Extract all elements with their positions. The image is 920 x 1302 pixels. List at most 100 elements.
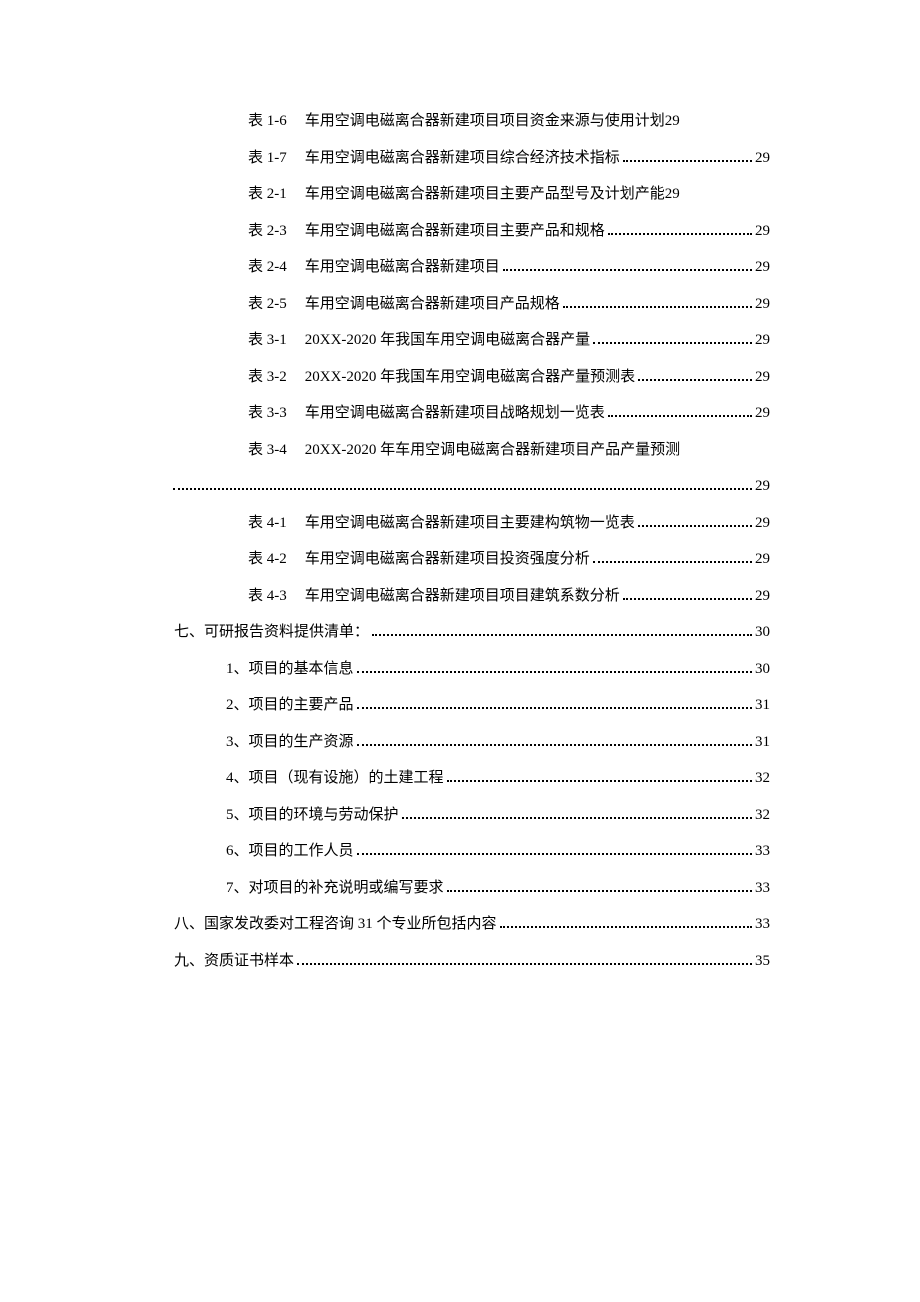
toc-entry: 4、项目（现有设施）的土建工程 32 (170, 767, 770, 790)
toc-leader-dots (608, 415, 752, 417)
toc-entry: 七、可研报告资料提供清单： 30 (170, 621, 770, 644)
toc-entry: 表 3-3车用空调电磁离合器新建项目战略规划一览表29 (170, 402, 770, 425)
toc-title: 车用空调电磁离合器新建项目项目建筑系数分析 (305, 585, 620, 608)
toc-page-number: 32 (755, 767, 770, 790)
toc-leader-dots (357, 707, 752, 709)
toc-prefix: 表 3-3 (248, 402, 287, 425)
toc-prefix: 4、 (226, 767, 249, 790)
toc-prefix: 表 2-4 (248, 256, 287, 279)
toc-page-number: 33 (755, 877, 770, 900)
toc-page-number: 31 (755, 731, 770, 754)
toc-leader-dots (447, 780, 752, 782)
toc-page-number: 29 (665, 110, 680, 133)
toc-page-number: 29 (755, 256, 770, 279)
toc-leader-dots (500, 926, 752, 928)
toc-entry: 6、项目的工作人员 33 (170, 840, 770, 863)
toc-title: 项目的基本信息 (249, 658, 354, 681)
toc-leader-dots (357, 853, 752, 855)
toc-prefix: 2、 (226, 694, 249, 717)
toc-entry: 表 1-7车用空调电磁离合器新建项目综合经济技术指标29 (170, 147, 770, 170)
toc-title: 车用空调电磁离合器新建项目主要产品和规格 (305, 220, 605, 243)
toc-page-number: 29 (755, 402, 770, 425)
toc-title: 国家发改委对工程咨询 31 个专业所包括内容 (204, 913, 497, 936)
toc-title: 20XX-2020 年我国车用空调电磁离合器产量 (305, 329, 590, 352)
toc-entry-continuation: 29 (170, 475, 770, 498)
toc-title: 可研报告资料提供清单： (204, 621, 369, 644)
toc-entry: 表 4-2车用空调电磁离合器新建项目投资强度分析29 (170, 548, 770, 571)
toc-leader-dots (503, 269, 752, 271)
toc-page-number: 30 (755, 621, 770, 644)
toc-leader-dots (297, 963, 752, 965)
toc-page-number: 31 (755, 694, 770, 717)
toc-entry: 八、国家发改委对工程咨询 31 个专业所包括内容33 (170, 913, 770, 936)
toc-prefix: 5、 (226, 804, 249, 827)
toc-leader-dots (638, 379, 752, 381)
toc-leader-dots (357, 744, 752, 746)
toc-title: 20XX-2020 年车用空调电磁离合器新建项目产品产量预测 (305, 439, 680, 462)
toc-entry: 表 2-1车用空调电磁离合器新建项目主要产品型号及计划产能29 (170, 183, 770, 206)
toc-leader-dots (638, 525, 752, 527)
toc-prefix: 表 3-4 (248, 439, 287, 462)
toc-title: 项目的工作人员 (249, 840, 354, 863)
toc-prefix: 表 1-6 (248, 110, 287, 133)
toc-leader-dots (623, 160, 752, 162)
toc-title: 车用空调电磁离合器新建项目主要建构筑物一览表 (305, 512, 635, 535)
toc-page-number: 29 (755, 366, 770, 389)
toc-title: 项目的环境与劳动保护 (249, 804, 399, 827)
toc-page-number: 30 (755, 658, 770, 681)
toc-title: 对项目的补充说明或编写要求 (249, 877, 444, 900)
toc-entry: 表 2-3 车用空调电磁离合器新建项目主要产品和规格 29 (170, 220, 770, 243)
toc-page-number: 29 (755, 147, 770, 170)
toc-title: 车用空调电磁离合器新建项目投资强度分析 (305, 548, 590, 571)
toc-prefix: 表 2-5 (248, 293, 287, 316)
toc-page-number: 32 (755, 804, 770, 827)
toc-page-number: 29 (755, 220, 770, 243)
toc-prefix: 7、 (226, 877, 249, 900)
toc-prefix: 表 4-2 (248, 548, 287, 571)
toc-page-number: 33 (755, 840, 770, 863)
toc-page-number: 29 (755, 585, 770, 608)
toc-leader-dots (593, 561, 752, 563)
toc-page-number: 33 (755, 913, 770, 936)
toc-leader-dots (447, 890, 752, 892)
toc-leader-dots (357, 671, 752, 673)
toc-prefix: 1、 (226, 658, 249, 681)
toc-prefix: 表 2-1 (248, 183, 287, 206)
toc-prefix: 七、 (174, 621, 204, 644)
toc-title: 20XX-2020 年我国车用空调电磁离合器产量预测表 (305, 366, 635, 389)
toc-prefix: 表 3-2 (248, 366, 287, 389)
toc-prefix: 表 3-1 (248, 329, 287, 352)
toc-page-number: 29 (755, 329, 770, 352)
toc-entry: 1、项目的基本信息 30 (170, 658, 770, 681)
toc-page-number: 29 (755, 512, 770, 535)
toc-entry: 九、 资质证书样本35 (170, 950, 770, 973)
toc-prefix: 表 2-3 (248, 220, 287, 243)
toc-page-number: 29 (755, 293, 770, 316)
toc-title: 项目的生产资源 (249, 731, 354, 754)
toc-page-number: 29 (755, 475, 770, 498)
toc-entry: 表 3-1 20XX-2020 年我国车用空调电磁离合器产量 29 (170, 329, 770, 352)
toc-leader-dots (402, 817, 752, 819)
toc-title: 车用空调电磁离合器新建项目项目资金来源与使用计划 (305, 110, 665, 133)
toc-leader-dots (593, 342, 752, 344)
toc-title: 车用空调电磁离合器新建项目产品规格 (305, 293, 560, 316)
toc-title: 车用空调电磁离合器新建项目 (305, 256, 500, 279)
toc-prefix: 6、 (226, 840, 249, 863)
toc-leader-dots (623, 598, 752, 600)
toc-entry: 表 3-4 20XX-2020 年车用空调电磁离合器新建项目产品产量预测 (170, 439, 770, 462)
toc-leader-dots (563, 306, 752, 308)
toc-entry: 7、对项目的补充说明或编写要求 33 (170, 877, 770, 900)
toc-entry: 表 3-2 20XX-2020 年我国车用空调电磁离合器产量预测表 29 (170, 366, 770, 389)
toc-entry: 3、项目的生产资源 31 (170, 731, 770, 754)
toc-entry: 5、项目的环境与劳动保护 32 (170, 804, 770, 827)
toc-entry: 表 4-1 车用空调电磁离合器新建项目主要建构筑物一览表 29 (170, 512, 770, 535)
table-of-contents: 表 1-6车用空调电磁离合器新建项目项目资金来源与使用计划29表 1-7车用空调… (170, 110, 770, 972)
toc-prefix: 表 1-7 (248, 147, 287, 170)
toc-entry: 2、项目的主要产品31 (170, 694, 770, 717)
toc-entry: 表 2-4 车用空调电磁离合器新建项目 29 (170, 256, 770, 279)
toc-title: 车用空调电磁离合器新建项目主要产品型号及计划产能 (305, 183, 665, 206)
toc-prefix: 表 4-1 (248, 512, 287, 535)
toc-title: 项目（现有设施）的土建工程 (249, 767, 444, 790)
toc-prefix: 九、 (174, 950, 204, 973)
toc-prefix: 3、 (226, 731, 249, 754)
